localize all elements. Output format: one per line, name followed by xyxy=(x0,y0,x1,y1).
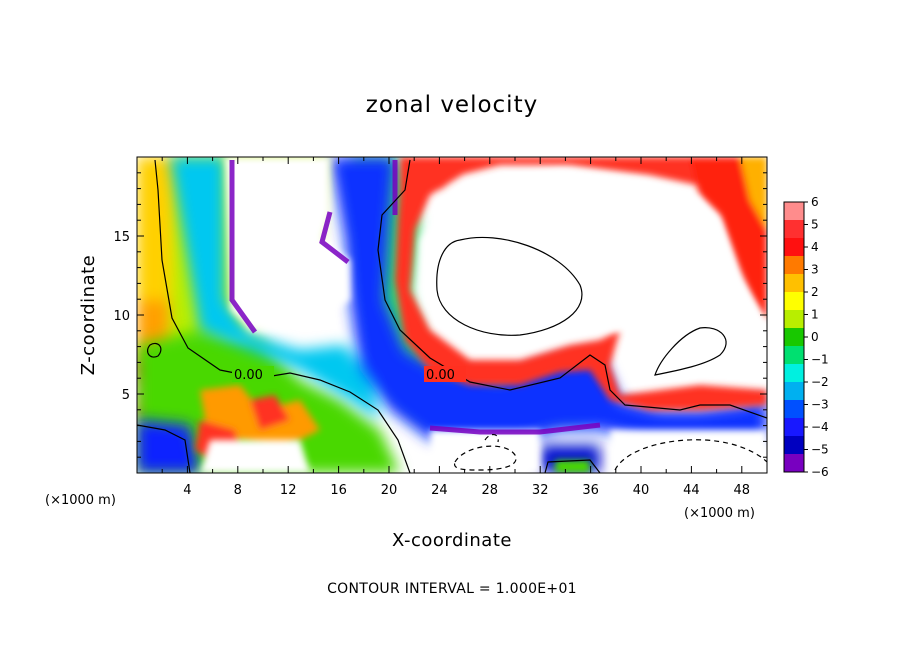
x-tick-label: 44 xyxy=(683,483,700,498)
colorbar-tick-label: −3 xyxy=(811,398,829,412)
colorbar: 6 5 4 3 2 1 0 −1 −2 −3 −4 −5 −6 xyxy=(783,195,829,479)
negative-extreme-edges xyxy=(229,160,601,435)
positive-contour-ellipse xyxy=(436,236,583,336)
colorbar-swatch xyxy=(784,436,804,455)
contour-interval-note: CONTOUR INTERVAL = 1.000E+01 xyxy=(327,581,577,597)
colorbar-swatch xyxy=(784,364,804,383)
negative-tongues xyxy=(137,157,767,473)
x-tick-label: 20 xyxy=(381,483,398,498)
colorbar-swatch xyxy=(784,382,804,401)
colorbar-tick-label: −5 xyxy=(811,443,829,457)
y-axis-title: Z-coordinate xyxy=(78,255,99,376)
chart-title: zonal velocity xyxy=(366,92,538,118)
colorbar-tick-label: 2 xyxy=(811,285,819,299)
positive-bands xyxy=(195,157,767,465)
x-unit-right: (×1000 m) xyxy=(684,506,755,521)
zero-contour-island xyxy=(146,342,162,358)
zero-contour-right xyxy=(377,159,767,419)
colorbar-tick-label: 6 xyxy=(811,195,819,209)
y-tick-label: 15 xyxy=(113,230,130,245)
x-tick-label: 4 xyxy=(183,483,191,498)
x-axis: 4 8 12 16 20 24 28 32 36 40 44 48 xyxy=(161,157,768,498)
x-tick-label: 48 xyxy=(734,483,751,498)
positive-contour-small xyxy=(654,327,727,376)
colorbar-swatch xyxy=(784,454,804,473)
colorbar-tick-label: −6 xyxy=(811,465,829,479)
x-tick-label: 40 xyxy=(633,483,650,498)
y-tick-label: 5 xyxy=(122,388,130,403)
negative-contours xyxy=(454,434,767,471)
colorbar-swatch xyxy=(784,292,804,311)
x-tick-label: 36 xyxy=(582,483,599,498)
contour-label-right: 0.00 xyxy=(426,368,455,383)
colorbar-swatch xyxy=(784,400,804,419)
colorbar-tick-label: −2 xyxy=(811,375,829,389)
colorbar-swatch xyxy=(784,346,804,365)
x-tick-label: 12 xyxy=(280,483,297,498)
saturated-regions xyxy=(200,157,767,473)
colorbar-tick-label: 1 xyxy=(811,308,819,322)
colorbar-tick-label: 3 xyxy=(811,263,819,277)
colorbar-swatch xyxy=(784,274,804,293)
x-unit-left: (×1000 m) xyxy=(45,493,116,508)
colorbar-tick-label: −1 xyxy=(811,353,829,367)
x-tick-label: 16 xyxy=(330,483,347,498)
y-axis: 5 10 15 xyxy=(113,172,767,458)
zero-contour-bottom-mid xyxy=(544,459,601,473)
colorbar-swatch xyxy=(784,418,804,437)
velocity-field xyxy=(137,157,767,473)
x-tick-label: 28 xyxy=(482,483,499,498)
contour-label-left: 0.00 xyxy=(234,368,263,383)
colorbar-tick-label: 4 xyxy=(811,240,819,254)
x-axis-title: X-coordinate xyxy=(392,530,512,551)
colorbar-tick-label: −4 xyxy=(811,420,829,434)
x-tick-label: 24 xyxy=(431,483,448,498)
contour-labels: 0.00 0.00 xyxy=(232,366,466,383)
zero-contour-bottom-left xyxy=(137,424,191,473)
colorbar-swatch xyxy=(784,220,804,239)
colorbar-tick-label: 5 xyxy=(811,218,819,232)
colorbar-swatch xyxy=(784,328,804,347)
colorbar-swatch xyxy=(784,256,804,275)
colorbar-tick-label: 0 xyxy=(811,330,819,344)
y-tick-label: 10 xyxy=(113,309,130,324)
x-tick-label: 32 xyxy=(532,483,549,498)
x-tick-label: 8 xyxy=(234,483,242,498)
colorbar-swatch xyxy=(784,202,804,221)
colorbar-swatch xyxy=(784,310,804,329)
colorbar-swatch xyxy=(784,238,804,257)
